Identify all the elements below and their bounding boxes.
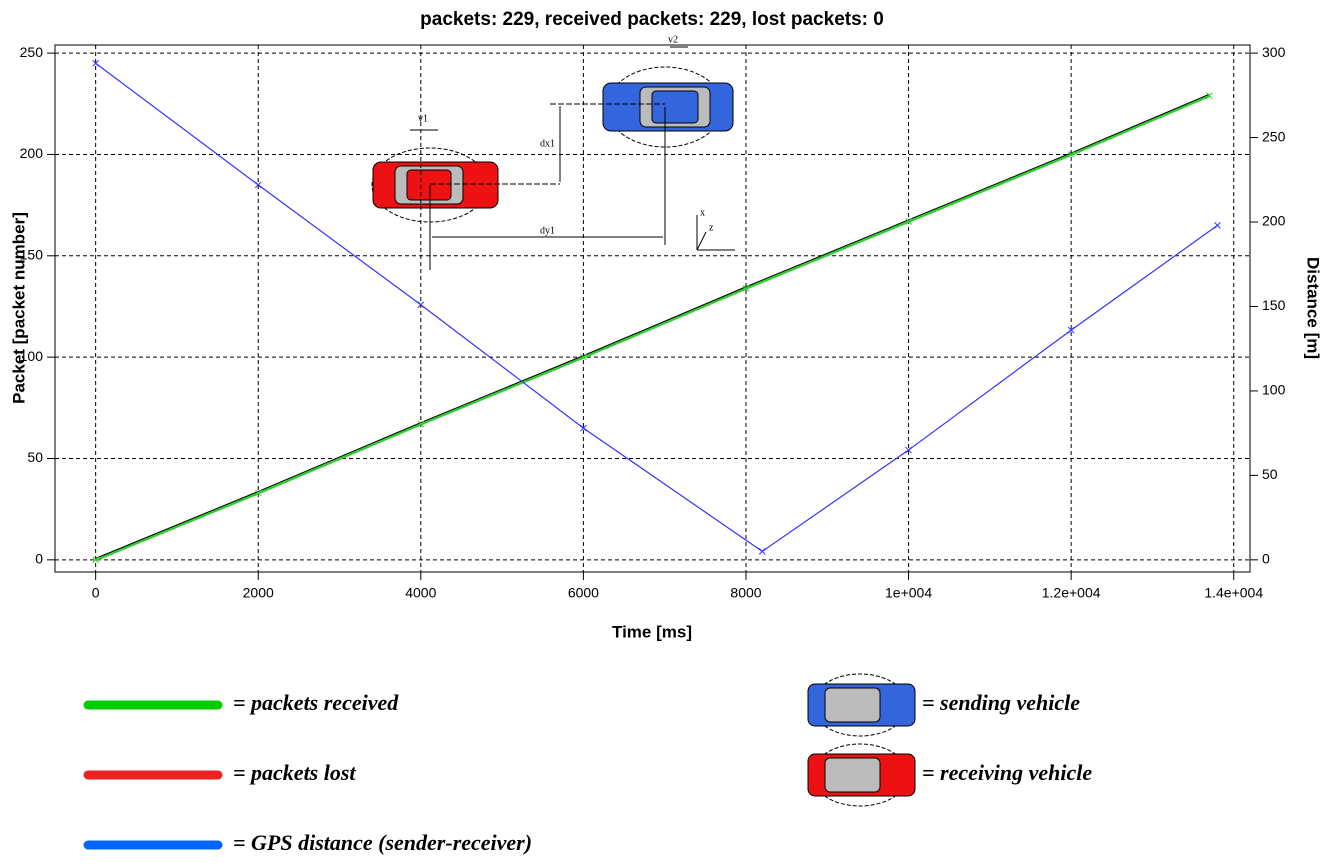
data-point [759,548,765,554]
y2-tick-label: 50 [1262,466,1278,482]
y2-tick-label: 0 [1262,551,1270,567]
legend-label: = GPS distance (sender-receiver) [233,830,532,855]
y-tick-label: 0 [35,551,43,567]
y2-tick-label: 300 [1262,44,1286,60]
annotation: x [700,207,705,218]
y-tick-label: 200 [20,145,44,161]
annotation: v2 [668,34,678,45]
annotation: dy1 [540,225,555,236]
x-tick-label: 6000 [568,585,599,601]
legend-label: = sending vehicle [922,690,1080,715]
legend-car-cabin [825,688,880,722]
y-tick-label: 150 [20,247,44,263]
y-axis-label: Packet [packet number] [9,212,28,404]
series-line [96,63,1218,551]
y-tick-label: 50 [27,449,43,465]
y-tick-label: 100 [20,348,44,364]
chart-title: packets: 229, received packets: 229, los… [420,9,884,30]
annotation: v1 [418,113,428,124]
x-tick-label: 8000 [730,585,761,601]
y2-tick-label: 100 [1262,382,1286,398]
x-axis-label: Time [ms] [612,622,692,641]
series-line [96,94,1210,558]
data-point [1214,222,1220,228]
y2-tick-label: 150 [1262,297,1286,313]
y-tick-label: 250 [20,44,44,60]
y2-axis-label: Distance [m] [1304,257,1323,359]
legend-label: = receiving vehicle [922,760,1092,785]
legend-label: = packets lost [233,760,356,785]
annotation: z [709,222,714,233]
x-tick-label: 1.4e+004 [1204,585,1263,601]
x-tick-label: 1.2e+004 [1042,585,1101,601]
legend-car-cabin [825,758,880,792]
illustration [372,47,735,270]
chart: packets: 229, received packets: 229, los… [0,0,1333,861]
y2-tick-label: 250 [1262,128,1286,144]
y2-tick-label: 200 [1262,213,1286,229]
x-tick-label: 0 [92,585,100,601]
legend-label: = packets received [233,690,399,715]
annotation: dx1 [540,138,555,149]
x-tick-label: 4000 [405,585,436,601]
x-tick-label: 1e+004 [885,585,932,601]
x-tick-label: 2000 [243,585,274,601]
